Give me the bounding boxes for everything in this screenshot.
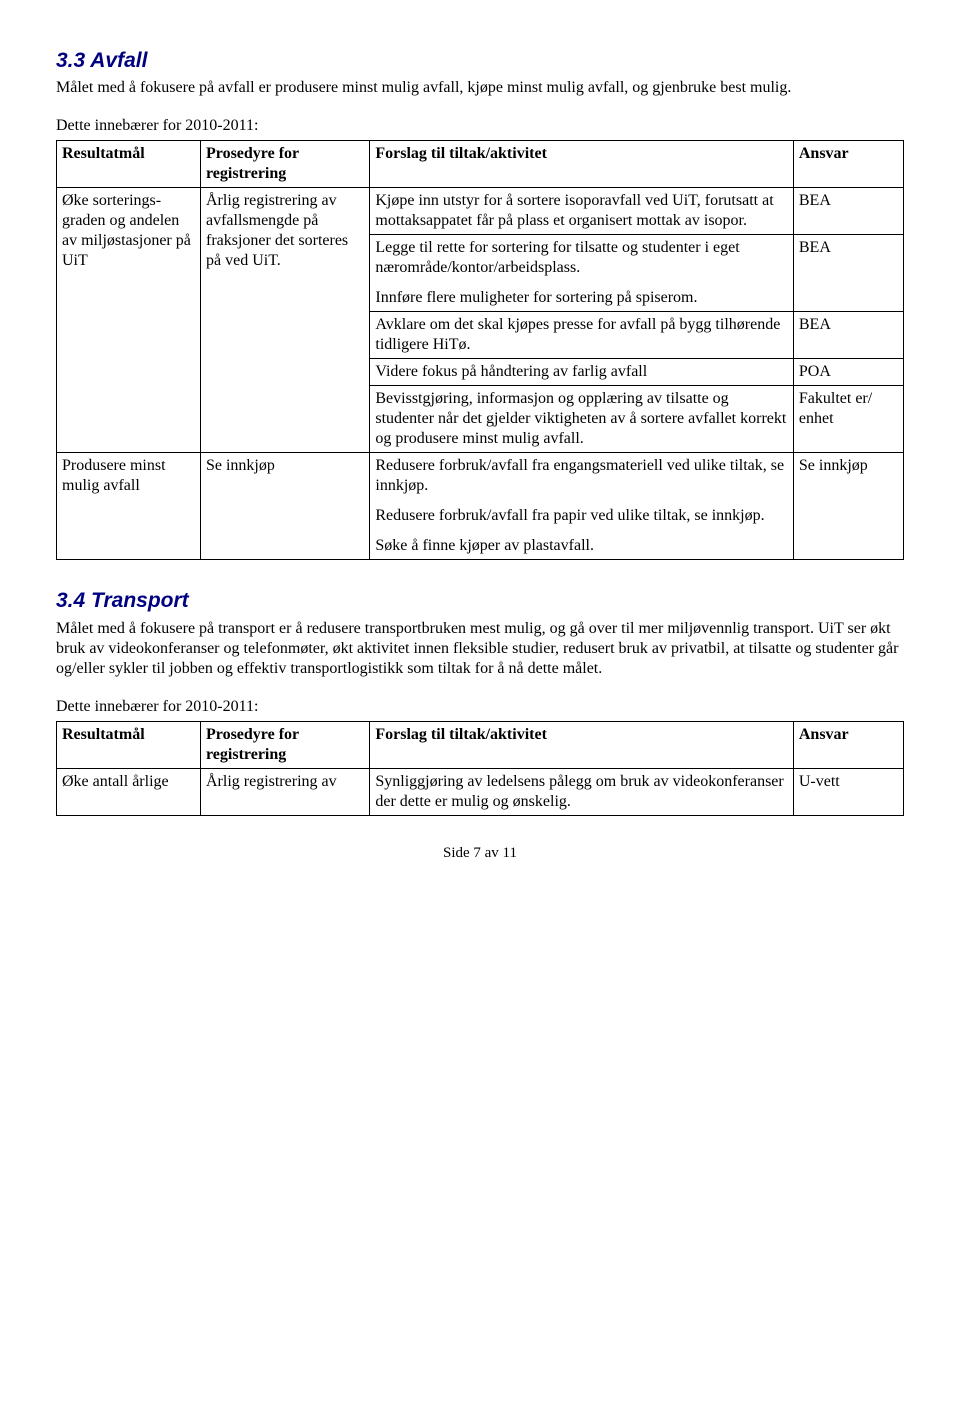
section-heading-avfall: 3.3 Avfall <box>56 48 904 74</box>
cell-ansvar: Se innkjøp <box>793 453 903 560</box>
cell-resultatmal: Øke sorterings-graden og andelen av milj… <box>57 188 201 453</box>
header-ansvar: Ansvar <box>793 721 903 768</box>
cell-text: Innføre flere muligheter for sortering p… <box>375 288 788 308</box>
cell-text: Legge til rette for sortering for tilsat… <box>375 238 788 278</box>
page-footer: Side 7 av 11 <box>56 844 904 863</box>
cell-prosedyre: Årlig registrering av <box>200 768 369 815</box>
cell-forslag: Legge til rette for sortering for tilsat… <box>370 235 794 312</box>
cell-forslag: Kjøpe inn utstyr for å sortere isoporavf… <box>370 188 794 235</box>
section-intro-avfall: Målet med å fokusere på avfall er produs… <box>56 78 904 98</box>
section-lead-transport: Dette innebærer for 2010-2011: <box>56 697 904 717</box>
cell-resultatmal: Øke antall årlige <box>57 768 201 815</box>
cell-forslag: Avklare om det skal kjøpes presse for av… <box>370 312 794 359</box>
header-ansvar: Ansvar <box>793 141 903 188</box>
header-resultatmal: Resultatmål <box>57 721 201 768</box>
cell-text: Søke å finne kjøper av plastavfall. <box>375 536 788 556</box>
cell-ansvar: BEA <box>793 312 903 359</box>
header-forslag: Forslag til tiltak/aktivitet <box>370 721 794 768</box>
table-header-row: Resultatmål Prosedyre for registrering F… <box>57 141 904 188</box>
section-lead-avfall: Dette innebærer for 2010-2011: <box>56 116 904 136</box>
cell-ansvar: BEA <box>793 235 903 312</box>
cell-resultatmal: Produsere minst mulig avfall <box>57 453 201 560</box>
section-heading-transport: 3.4 Transport <box>56 588 904 614</box>
cell-forslag: Videre fokus på håndtering av farlig avf… <box>370 359 794 386</box>
table-row: Produsere minst mulig avfall Se innkjøp … <box>57 453 904 560</box>
cell-text: Redusere forbruk/avfall fra papir ved ul… <box>375 506 788 526</box>
header-prosedyre: Prosedyre for registrering <box>200 141 369 188</box>
table-row: Øke antall årlige Årlig registrering av … <box>57 768 904 815</box>
header-resultatmal: Resultatmål <box>57 141 201 188</box>
section-intro-transport: Målet med å fokusere på transport er å r… <box>56 619 904 679</box>
cell-ansvar: POA <box>793 359 903 386</box>
table-header-row: Resultatmål Prosedyre for registrering F… <box>57 721 904 768</box>
cell-ansvar: U-vett <box>793 768 903 815</box>
cell-forslag: Synliggjøring av ledelsens pålegg om bru… <box>370 768 794 815</box>
header-prosedyre: Prosedyre for registrering <box>200 721 369 768</box>
table-row: Øke sorterings-graden og andelen av milj… <box>57 188 904 235</box>
cell-forslag: Redusere forbruk/avfall fra engangsmater… <box>370 453 794 560</box>
cell-ansvar: Fakultet er/ enhet <box>793 386 903 453</box>
table-transport: Resultatmål Prosedyre for registrering F… <box>56 721 904 816</box>
cell-ansvar: BEA <box>793 188 903 235</box>
cell-text: Redusere forbruk/avfall fra engangsmater… <box>375 456 788 496</box>
cell-prosedyre: Se innkjøp <box>200 453 369 560</box>
table-avfall: Resultatmål Prosedyre for registrering F… <box>56 140 904 560</box>
cell-prosedyre: Årlig registrering av avfallsmengde på f… <box>200 188 369 453</box>
header-forslag: Forslag til tiltak/aktivitet <box>370 141 794 188</box>
cell-forslag: Bevisstgjøring, informasjon og opplæring… <box>370 386 794 453</box>
